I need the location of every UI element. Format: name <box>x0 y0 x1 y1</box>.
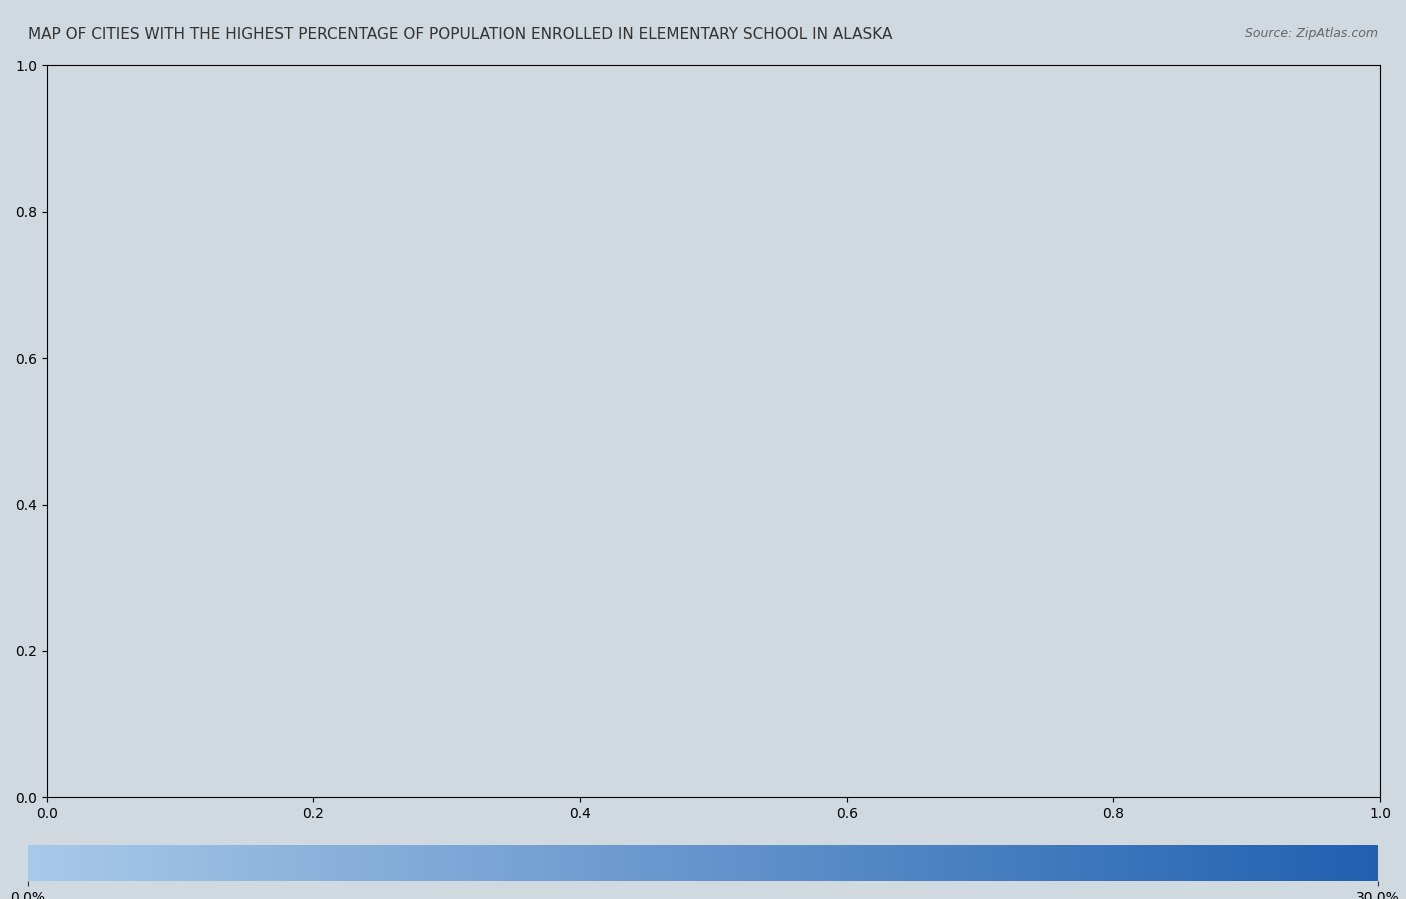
Text: MAP OF CITIES WITH THE HIGHEST PERCENTAGE OF POPULATION ENROLLED IN ELEMENTARY S: MAP OF CITIES WITH THE HIGHEST PERCENTAG… <box>28 27 893 42</box>
Text: Source: ZipAtlas.com: Source: ZipAtlas.com <box>1244 27 1378 40</box>
